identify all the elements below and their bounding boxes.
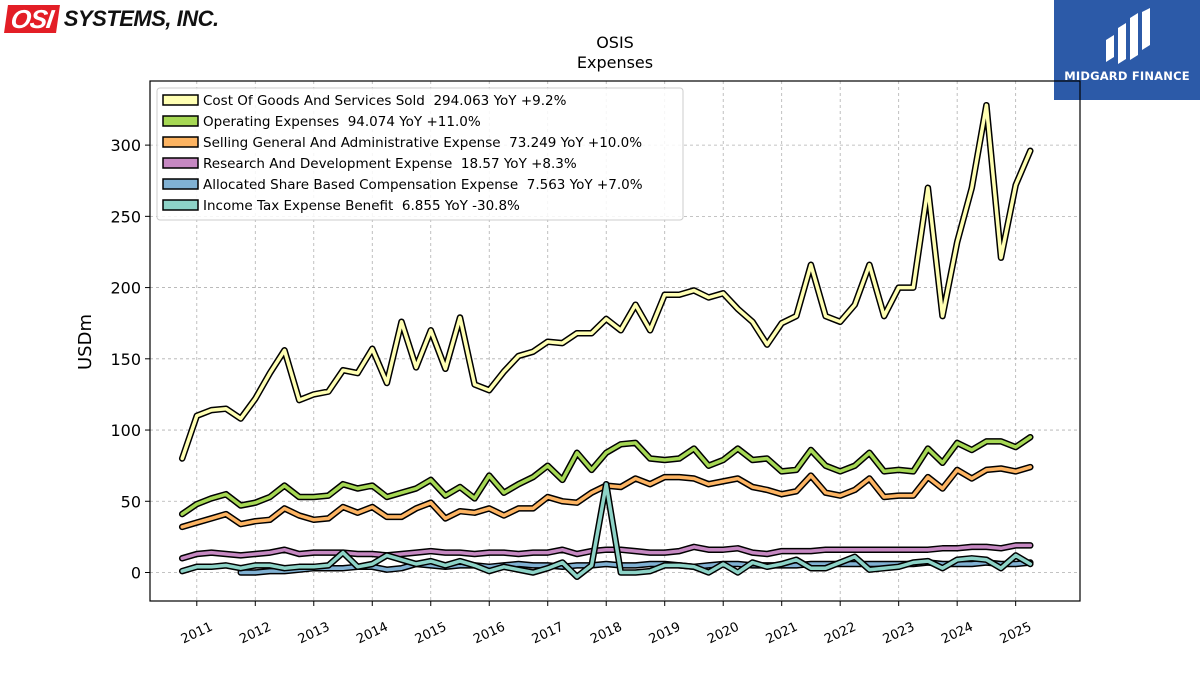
x-tick-label: 2025 xyxy=(998,620,1034,648)
x-tick-label: 2016 xyxy=(471,620,507,648)
legend-entry: Operating Expenses 94.074 YoY +11.0% xyxy=(203,114,481,130)
x-tick-label: 2014 xyxy=(354,620,390,648)
legend-swatch xyxy=(162,157,199,169)
y-tick-label: 50 xyxy=(121,492,141,511)
y-tick-label: 250 xyxy=(110,207,141,226)
legend-entry: Cost Of Goods And Services Sold 294.063 … xyxy=(203,93,567,109)
osi-logo-text: SYSTEMS, INC. xyxy=(63,6,219,31)
series-line xyxy=(180,543,1033,561)
y-axis: 0 50 100 150 200 250 300 xyxy=(110,136,150,583)
chart-title: OSIS xyxy=(596,33,634,52)
legend-entry: Research And Development Expense 18.57 Y… xyxy=(203,156,577,172)
legend-entry: Selling General And Administrative Expen… xyxy=(203,135,642,151)
x-tick-label: 2015 xyxy=(413,620,449,648)
series-layer xyxy=(178,101,1034,581)
legend-entry: Income Tax Expense Benefit 6.855 YoY -30… xyxy=(203,198,520,214)
series-research-and-development-expense xyxy=(178,542,1034,562)
x-tick-label: 2011 xyxy=(179,620,215,648)
y-tick-label: 100 xyxy=(110,421,141,440)
legend-swatch xyxy=(162,115,199,127)
series-operating-expenses xyxy=(178,433,1034,518)
chart-subtitle: Expenses xyxy=(577,53,653,72)
x-tick-label: 2013 xyxy=(296,620,332,648)
series-line xyxy=(180,435,1033,516)
legend-swatch xyxy=(162,136,199,148)
x-tick-label: 2019 xyxy=(647,620,683,648)
x-tick-label: 2023 xyxy=(881,620,917,648)
legend: Cost Of Goods And Services Sold 294.063 … xyxy=(156,87,684,221)
midgard-mark-icon xyxy=(1106,8,1150,64)
x-tick-label: 2021 xyxy=(764,620,800,648)
series-line xyxy=(180,482,1033,579)
y-tick-label: 300 xyxy=(110,136,141,155)
x-tick-label: 2012 xyxy=(237,620,273,648)
x-axis: 2011 2012 2013 2014 2015 2016 2017 2018 2019 2020… xyxy=(179,601,1034,647)
y-tick-label: 200 xyxy=(110,279,141,298)
x-tick-label: 2022 xyxy=(822,620,858,648)
y-tick-label: 150 xyxy=(110,350,141,369)
legend-swatch xyxy=(162,94,199,106)
y-tick-label: 0 xyxy=(131,564,141,583)
legend-entry: Allocated Share Based Compensation Expen… xyxy=(203,177,643,193)
series-cost-of-goods-and-services-sold xyxy=(178,101,1034,462)
x-tick-label: 2020 xyxy=(705,620,741,648)
y-axis-label: USDm xyxy=(75,314,96,370)
plot-frame xyxy=(149,80,1081,602)
x-tick-label: 2024 xyxy=(939,620,975,648)
osi-systems-logo: OSI SYSTEMS, INC. xyxy=(4,4,219,34)
x-tick-label: 2018 xyxy=(588,620,624,648)
series-line xyxy=(180,103,1033,461)
midgard-finance-logo: MIDGARD FINANCE xyxy=(1054,0,1200,100)
legend-swatch xyxy=(162,199,199,211)
x-tick-label: 2017 xyxy=(530,620,566,648)
midgard-finance-label: MIDGARD FINANCE xyxy=(1064,69,1190,83)
legend-box xyxy=(156,87,684,221)
legend-swatch xyxy=(162,178,199,190)
series-income-tax-expense-benefit xyxy=(178,480,1034,581)
